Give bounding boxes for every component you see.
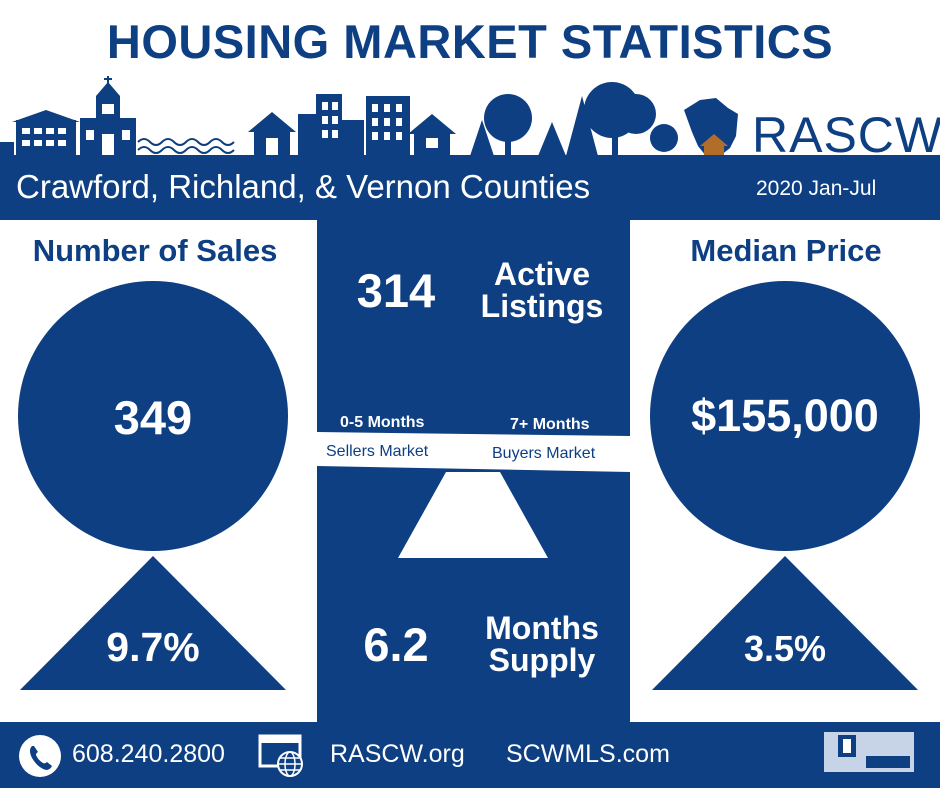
- region-name: Crawford, Richland, & Vernon Counties: [16, 168, 591, 205]
- scale-left-range: 0-5 Months: [340, 414, 425, 431]
- period-label: 2020 Jan-Jul: [756, 177, 877, 200]
- listings-value: 314: [356, 264, 436, 317]
- scale-left-market: Sellers Market: [326, 443, 429, 460]
- phone-icon: [19, 735, 61, 777]
- footer-phone: 608.240.2800: [72, 740, 225, 768]
- supply-label-line2: Supply: [488, 642, 596, 678]
- listings-label-line2: Listings: [480, 288, 604, 324]
- price-change-triangle: [652, 556, 918, 690]
- page-title: HOUSING MARKET STATISTICS: [106, 15, 834, 68]
- scale-beam: [317, 432, 630, 472]
- sales-value: 349: [113, 391, 193, 444]
- sales-change-triangle: [20, 556, 286, 690]
- skyline-illustration: [0, 76, 738, 156]
- sales-change-value: 9.7%: [106, 624, 200, 670]
- sales-circle: [18, 281, 288, 551]
- listings-label-line1: Active: [493, 256, 591, 292]
- realtor-mls-logo: [824, 732, 914, 772]
- supply-label-line1: Months: [485, 610, 599, 646]
- sales-label: Number of Sales: [32, 233, 278, 268]
- price-value: $155,000: [691, 390, 879, 441]
- supply-value: 6.2: [363, 618, 429, 671]
- footer-site-scwmls[interactable]: SCWMLS.com: [506, 740, 670, 768]
- scale-right-range: 7+ Months: [510, 416, 590, 433]
- web-icon: [258, 734, 303, 777]
- wisconsin-map-icon: [684, 98, 738, 156]
- footer-site-rascw[interactable]: RASCW.org: [330, 740, 465, 768]
- brand-logo-text: RASCW: [752, 107, 940, 163]
- price-label: Median Price: [690, 233, 882, 268]
- scale-right-market: Buyers Market: [492, 445, 596, 462]
- footer-bar: [0, 722, 940, 788]
- price-circle: [650, 281, 920, 551]
- region-band: [0, 155, 940, 220]
- price-change-value: 3.5%: [743, 628, 827, 669]
- scale-fulcrum: [398, 472, 548, 558]
